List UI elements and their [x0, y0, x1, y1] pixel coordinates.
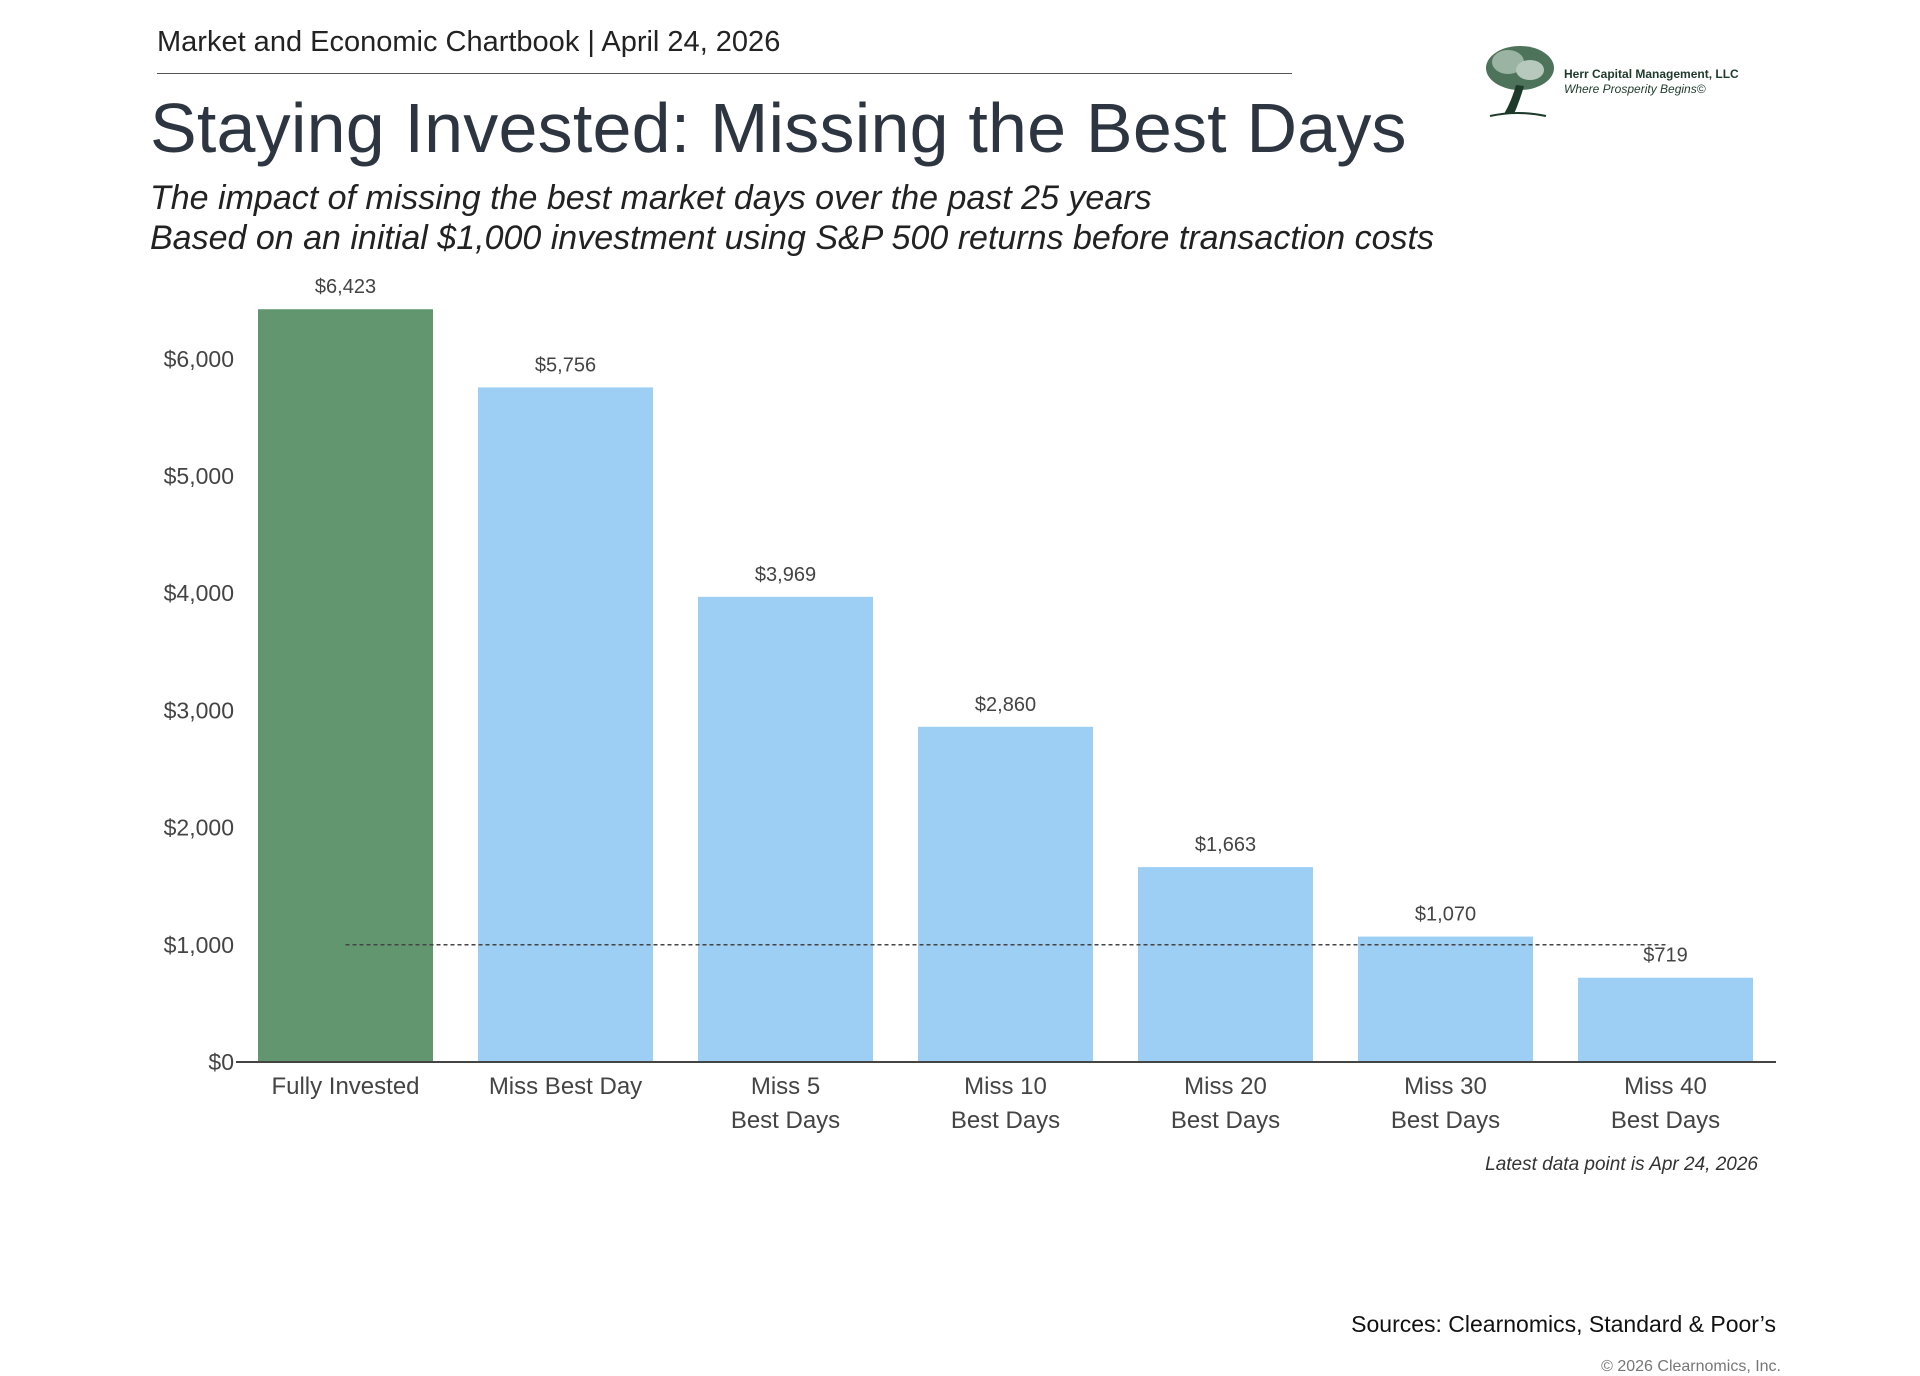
- y-tick-label: $4,000: [164, 580, 234, 606]
- y-tick-label: $6,000: [164, 346, 234, 372]
- x-tick-label: Best Days: [951, 1107, 1060, 1134]
- header-divider: [157, 73, 1292, 74]
- latest-data-note: Latest data point is Apr 24, 2026: [1485, 1154, 1758, 1175]
- data-label: $719: [1643, 945, 1688, 967]
- company-tagline: Where Prosperity Begins©: [1564, 82, 1706, 96]
- bar: [1578, 977, 1753, 1062]
- bar: [1358, 936, 1533, 1062]
- x-tick-label: Best Days: [1171, 1107, 1280, 1134]
- y-tick-label: $1,000: [164, 932, 234, 958]
- data-label: $1,663: [1195, 834, 1256, 856]
- page-title: Staying Invested: Missing the Best Days: [150, 89, 1407, 167]
- subtitle-line-1: The impact of missing the best market da…: [150, 179, 1152, 217]
- y-tick-label: $3,000: [164, 697, 234, 723]
- y-tick-label: $5,000: [164, 463, 234, 489]
- data-label: $5,756: [535, 354, 596, 376]
- y-tick-label: $2,000: [164, 815, 234, 841]
- x-tick-label: Fully Invested: [271, 1073, 419, 1100]
- x-tick-label: Miss 30: [1404, 1073, 1487, 1100]
- company-logo: Herr Capital Management, LLC Where Prosp…: [1480, 40, 1780, 125]
- sources: Sources: Clearnomics, Standard & Poor’s: [1351, 1311, 1776, 1337]
- data-label: $2,860: [975, 694, 1036, 716]
- x-tick-label: Miss Best Day: [489, 1073, 642, 1100]
- company-name: Herr Capital Management, LLC: [1564, 67, 1739, 81]
- bar: [1138, 867, 1313, 1062]
- y-tick-label: $0: [208, 1049, 234, 1075]
- bar: [258, 309, 433, 1063]
- x-tick-label: Miss 20: [1184, 1073, 1267, 1100]
- bar: [478, 387, 653, 1062]
- chartbook-header: Market and Economic Chartbook | April 24…: [157, 26, 781, 58]
- tree-logo-icon: [1486, 46, 1554, 117]
- x-tick-label: Miss 5: [751, 1073, 820, 1100]
- x-tick-label: Miss 40: [1624, 1073, 1707, 1100]
- bar: [698, 596, 873, 1062]
- x-tick-label: Best Days: [731, 1107, 840, 1134]
- data-label: $6,423: [315, 276, 376, 298]
- x-tick-label: Best Days: [1611, 1107, 1720, 1134]
- data-label: $1,070: [1415, 904, 1476, 926]
- x-tick-label: Miss 10: [964, 1073, 1047, 1100]
- x-tick-label: Best Days: [1391, 1107, 1500, 1134]
- subtitle-line-2: Based on an initial $1,000 investment us…: [150, 219, 1434, 257]
- subtitle: The impact of missing the best market da…: [150, 178, 1434, 258]
- data-label: $3,969: [755, 564, 816, 586]
- copyright: © 2026 Clearnomics, Inc.: [1601, 1358, 1781, 1375]
- bar: [918, 726, 1093, 1062]
